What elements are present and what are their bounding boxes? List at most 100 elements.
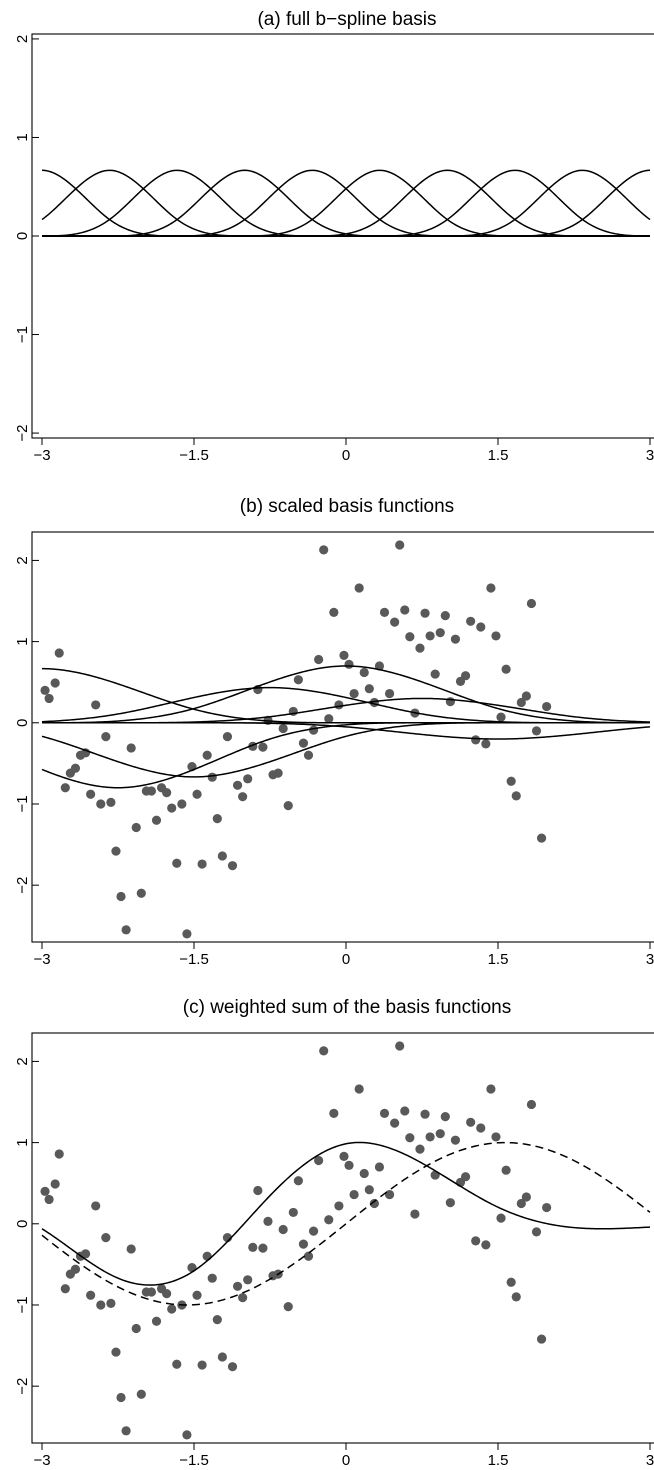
data-point	[91, 1201, 101, 1211]
data-point	[415, 643, 425, 653]
panel-b-curves	[41, 665, 651, 789]
data-point	[243, 774, 253, 784]
data-point	[60, 783, 70, 793]
data-point	[339, 1151, 349, 1162]
x-tick-label: 0	[342, 951, 350, 968]
data-point	[167, 1304, 177, 1314]
basis-function-line	[42, 169, 651, 237]
data-point	[314, 1155, 324, 1166]
data-point	[50, 1179, 60, 1189]
data-point	[288, 1207, 298, 1218]
data-point	[536, 1334, 547, 1344]
data-point	[217, 1352, 227, 1362]
data-point	[440, 1112, 450, 1122]
data-point	[116, 891, 126, 902]
data-point	[54, 648, 64, 658]
data-point	[116, 1392, 126, 1403]
scaled-basis-line	[41, 722, 650, 789]
data-point	[496, 712, 506, 722]
data-point	[349, 688, 359, 699]
x-tick-label: −3	[33, 447, 50, 464]
data-point	[379, 1108, 390, 1118]
data-point	[207, 772, 217, 782]
y-tick-label: −2	[14, 1378, 31, 1395]
data-point	[293, 1176, 303, 1186]
data-point	[151, 815, 162, 825]
data-point	[298, 738, 309, 748]
data-point	[390, 617, 400, 627]
data-point	[344, 1160, 354, 1170]
scaled-basis-line	[42, 665, 650, 724]
data-point	[384, 1189, 395, 1200]
data-point	[248, 1242, 258, 1252]
scaled-basis-line	[41, 686, 650, 724]
data-point	[374, 1162, 385, 1172]
y-tick-label: 2	[14, 1057, 31, 1065]
panel-c-frame	[31, 1032, 654, 1444]
data-point	[303, 1251, 314, 1261]
data-point	[121, 1426, 131, 1436]
data-point	[496, 1213, 506, 1223]
data-point	[531, 1227, 542, 1237]
x-tick-label: −1.5	[179, 951, 209, 968]
data-point	[471, 1236, 481, 1246]
data-point	[339, 650, 349, 661]
data-point	[334, 700, 344, 710]
y-tick-label: 0	[14, 719, 31, 727]
panel-a-axes: −3 −1.5 0 1.5 3 −2 −1 0 1 2	[14, 35, 654, 464]
y-tick-label: 1	[14, 133, 31, 141]
panel-b-title: (b) scaled basis functions	[240, 496, 454, 517]
data-point	[202, 1251, 212, 1261]
data-point	[121, 925, 131, 935]
data-point	[395, 1041, 405, 1051]
true-function-dashed-line	[41, 1141, 651, 1306]
y-tick-label: −2	[14, 877, 31, 894]
panel-b-points	[40, 540, 552, 939]
y-tick-label: 2	[14, 556, 31, 564]
y-tick-label: −1	[14, 1296, 31, 1313]
y-tick-label: 0	[14, 232, 31, 240]
data-point	[172, 858, 182, 868]
data-point	[151, 1316, 162, 1326]
x-tick-label: 0	[342, 447, 350, 464]
data-point	[136, 888, 146, 898]
weighted-sum-line	[41, 1141, 651, 1286]
data-point	[182, 1430, 192, 1440]
data-point	[516, 697, 526, 708]
data-point	[491, 1132, 501, 1142]
y-tick-label: 1	[14, 1138, 31, 1146]
panel-a: (a) full b−spline basis −3 −1.5 0 1.5 3 −2 −1 0…	[14, 9, 654, 464]
data-point	[40, 1186, 50, 1196]
data-point	[60, 1284, 70, 1294]
data-point	[238, 792, 248, 802]
data-point	[293, 675, 303, 685]
data-point	[126, 1244, 136, 1254]
data-point	[542, 1202, 552, 1213]
data-point	[359, 1168, 369, 1179]
y-tick-label: −2	[14, 425, 31, 442]
y-tick-label: 0	[14, 1220, 31, 1228]
panel-c-curves	[41, 1141, 651, 1306]
data-point	[253, 1185, 263, 1196]
x-tick-label: 1.5	[488, 951, 509, 968]
data-point	[511, 791, 521, 801]
x-tick-label: −3	[33, 1452, 50, 1469]
data-point	[243, 1275, 253, 1285]
x-tick-label: 3	[646, 447, 654, 464]
data-point	[217, 851, 227, 861]
data-point	[167, 803, 177, 813]
data-point	[273, 768, 283, 778]
data-point	[197, 859, 207, 869]
data-point	[400, 1106, 410, 1116]
panel-c: (c) weighted sum of the basis functions …	[14, 997, 654, 1469]
data-point	[162, 1289, 172, 1299]
data-point	[506, 776, 516, 786]
data-point	[106, 797, 116, 807]
data-point	[106, 1298, 116, 1308]
data-point	[278, 723, 288, 734]
data-point	[526, 598, 537, 609]
data-point	[227, 861, 238, 871]
data-point	[329, 1108, 339, 1118]
data-point	[374, 661, 385, 671]
data-point	[379, 607, 390, 617]
